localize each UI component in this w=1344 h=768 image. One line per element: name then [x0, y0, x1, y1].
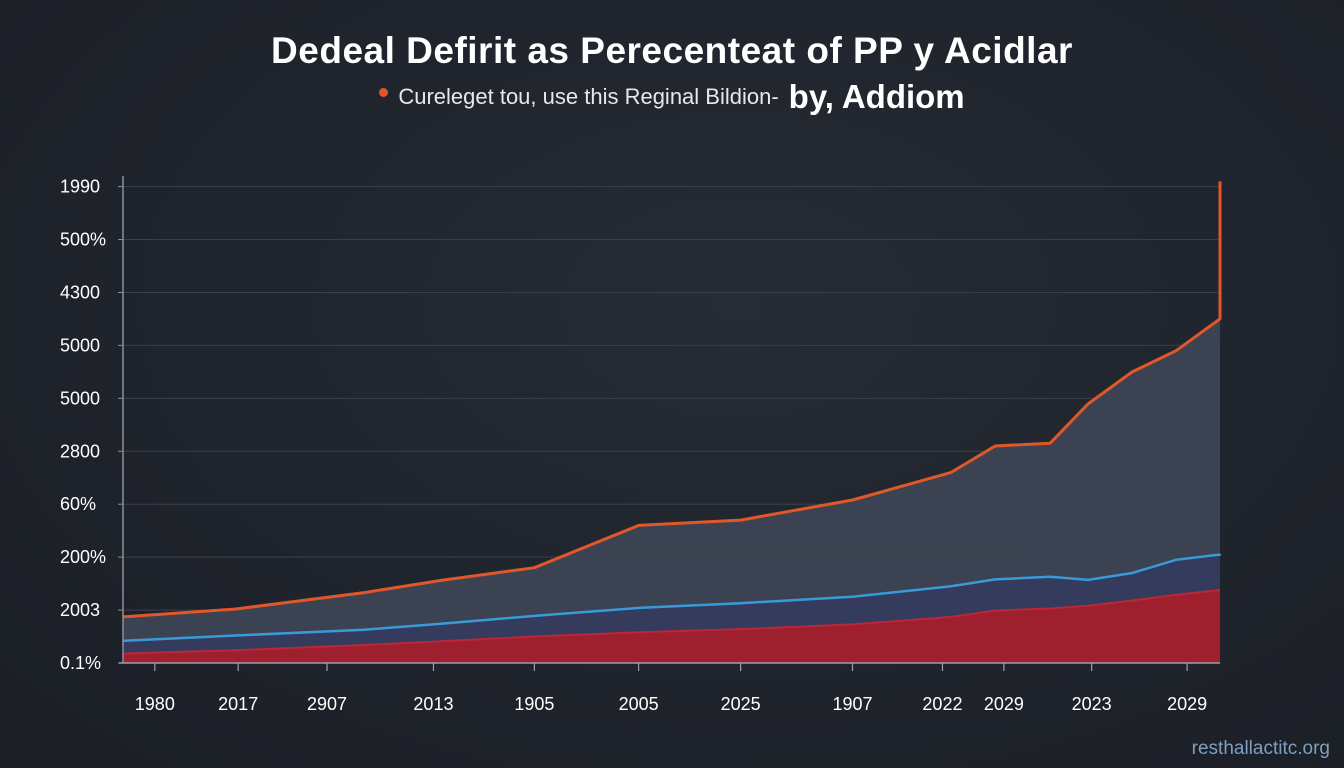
x-tick-label: 1905 — [514, 694, 554, 714]
y-tick-label: 2003 — [60, 600, 100, 620]
y-tick-label: 500% — [60, 230, 106, 250]
x-tick-label: 2022 — [922, 694, 962, 714]
chart-subtitle: Cureleget tou, use this Reginal Bildion- — [398, 84, 779, 109]
y-tick-label: 1990 — [60, 177, 100, 197]
x-tick-label: 2029 — [984, 694, 1024, 714]
y-tick-label: 60% — [60, 494, 96, 514]
chart-byline: by, Addiom — [788, 78, 965, 115]
watermark: resthallactitc.org — [1191, 738, 1330, 759]
x-tick-label: 2029 — [1167, 694, 1207, 714]
subtitle-row: Cureleget tou, use this Reginal Bildion-… — [0, 78, 1344, 116]
x-tick-label: 2013 — [413, 694, 453, 714]
x-tick-label: 2023 — [1072, 694, 1112, 714]
x-tick-label: 1980 — [135, 694, 175, 714]
y-tick-label: 0.1% — [60, 653, 101, 673]
line-base-share — [122, 589, 1221, 655]
area-layer — [123, 181, 1220, 664]
y-tick-label: 4300 — [60, 282, 100, 302]
axis-layer — [119, 176, 1220, 671]
legend-dot-icon — [379, 87, 389, 97]
area-total-deficit — [123, 181, 1220, 664]
y-tick-labels: 0.1% 2003 200% 60% 2800 5000 5000 4300 500% 1990 — [60, 177, 106, 673]
area-base-share — [123, 590, 1220, 663]
line-layer — [122, 181, 1222, 655]
y-tick-label: 5000 — [60, 388, 100, 408]
y-tick-label: 2800 — [60, 441, 100, 461]
y-tick-label: 5000 — [60, 335, 100, 355]
chart-title: Dedeal Defirit as Perecenteat of PP y Ac… — [271, 30, 1073, 71]
x-tick-labels: 1980 2017 2907 2013 1905 2005 2025 1907 2022 2029… — [135, 694, 1207, 714]
line-total-deficit — [122, 181, 1222, 619]
line-regional-share — [122, 553, 1222, 643]
x-tick-label: 1907 — [832, 694, 872, 714]
y-tick-label: 200% — [60, 547, 106, 567]
x-tick-label: 2017 — [218, 694, 258, 714]
x-tick-label: 2907 — [307, 694, 347, 714]
x-tick-label: 2005 — [619, 694, 659, 714]
x-tick-label: 2025 — [721, 694, 761, 714]
